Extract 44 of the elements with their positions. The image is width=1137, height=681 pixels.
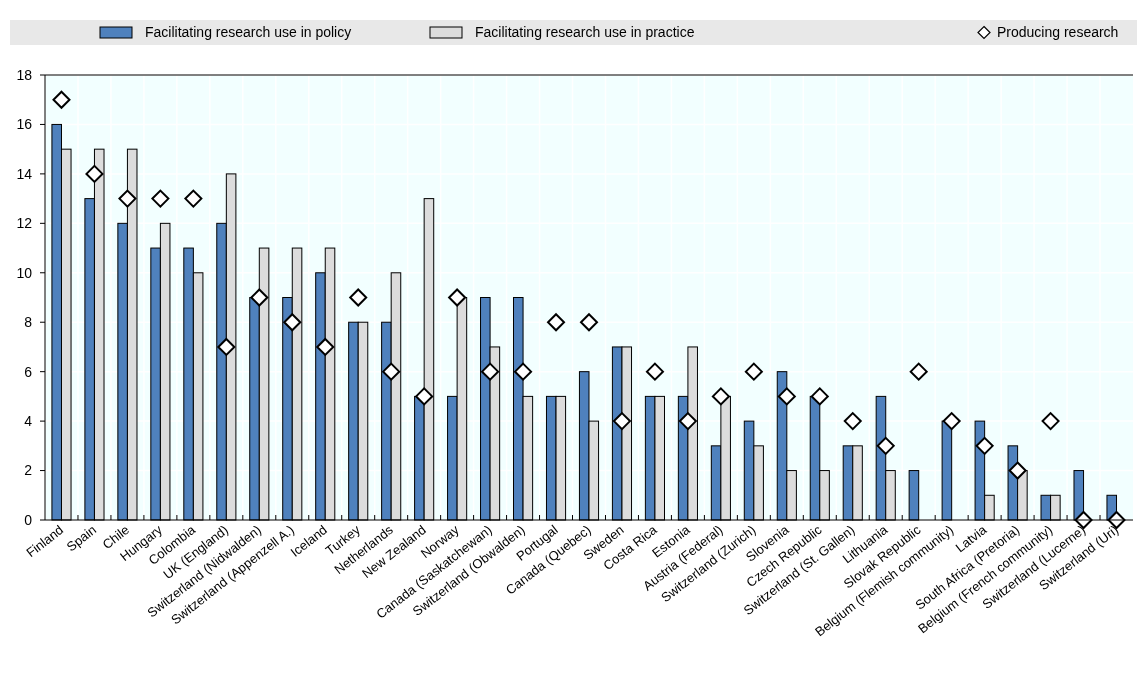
point xyxy=(1041,412,1060,431)
point xyxy=(118,189,137,208)
point xyxy=(250,288,269,307)
y-tick-label: 8 xyxy=(24,314,33,331)
point xyxy=(612,412,631,431)
point xyxy=(909,362,928,381)
point xyxy=(382,362,401,381)
point xyxy=(580,313,598,332)
point xyxy=(876,436,895,455)
y-tick-label: 0 xyxy=(24,511,33,528)
point xyxy=(481,362,500,381)
legend-label: Producing research xyxy=(997,24,1119,40)
point xyxy=(810,387,829,406)
y-tick-label: 10 xyxy=(16,264,33,281)
point xyxy=(645,362,664,381)
point xyxy=(151,189,170,208)
point xyxy=(85,164,104,183)
y-tick-label: 2 xyxy=(24,462,33,479)
y-tick-label: 12 xyxy=(16,215,33,232)
y-tick-label: 4 xyxy=(24,413,33,430)
y-tick-label: 16 xyxy=(16,116,33,133)
point xyxy=(283,313,302,332)
point xyxy=(1008,461,1027,480)
legend-label: Facilitating research use in practice xyxy=(475,24,695,40)
y-tick-label: 14 xyxy=(16,165,33,182)
point xyxy=(448,288,467,307)
point xyxy=(975,436,994,455)
point xyxy=(52,90,71,109)
point xyxy=(316,337,335,356)
point xyxy=(184,189,203,208)
point xyxy=(217,337,236,356)
legend-label: Facilitating research use in policy xyxy=(145,24,352,40)
point xyxy=(547,313,566,332)
point xyxy=(777,387,796,406)
point xyxy=(942,412,961,431)
y-tick-label: 18 xyxy=(16,66,33,83)
point xyxy=(678,412,697,431)
point xyxy=(744,362,763,381)
point xyxy=(415,387,434,406)
y-tick-label: 6 xyxy=(24,363,33,380)
point xyxy=(843,412,862,431)
point xyxy=(514,362,533,381)
point xyxy=(711,387,730,406)
point xyxy=(349,288,368,307)
